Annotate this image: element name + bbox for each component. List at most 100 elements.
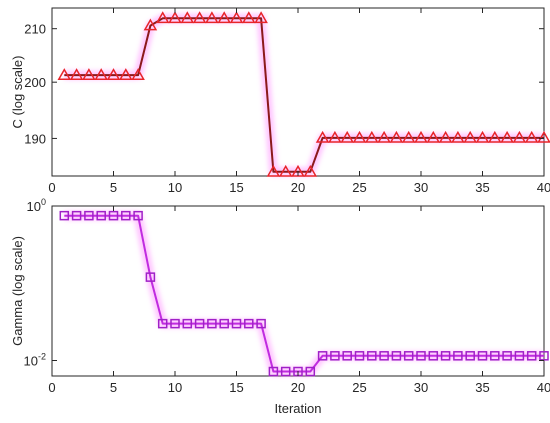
data-point (367, 351, 377, 361)
data-point (244, 318, 254, 329)
data-point (69, 68, 84, 80)
x-tick-label: 30 (414, 380, 428, 395)
data-point (537, 130, 550, 143)
gamma-series-line (64, 214, 544, 373)
x-tick-label: 10 (168, 180, 182, 195)
x-tick-label: 20 (291, 180, 305, 195)
data-point (377, 130, 391, 143)
data-point (71, 210, 82, 221)
x-tick-label: 35 (475, 380, 489, 395)
data-point (428, 351, 439, 361)
x-tick-label: 20 (291, 380, 305, 395)
x-tick-label: 15 (229, 380, 243, 395)
data-point (192, 11, 207, 24)
data-point (403, 351, 414, 361)
gamma-y-ticks: 100 10-2 (24, 197, 544, 368)
gamma-plot-frame (51, 205, 545, 377)
gamma-panel: 0 5 10 15 20 25 30 35 40 100 10-2 Gamma (log scal… (10, 197, 550, 416)
x-tick-label: 0 (48, 180, 55, 195)
data-point (143, 18, 158, 31)
data-point (131, 68, 145, 80)
data-point (194, 318, 205, 329)
y-tick-label: 210 (24, 22, 46, 37)
x-tick-label: 25 (352, 380, 366, 395)
data-point (106, 68, 121, 80)
data-point (254, 11, 268, 24)
data-point (57, 68, 72, 80)
data-point (451, 130, 465, 143)
data-point (82, 68, 96, 80)
data-point (391, 351, 402, 361)
data-point (512, 130, 527, 143)
data-point (256, 318, 266, 329)
data-point (170, 318, 180, 329)
x-tick-label: 10 (168, 380, 182, 395)
data-point (438, 130, 453, 143)
data-point (414, 130, 428, 143)
data-point (514, 351, 525, 361)
c-x-ticks: 0 5 10 15 20 25 30 35 40 (48, 8, 550, 195)
x-axis-label: Iteration (275, 401, 322, 416)
data-point (342, 351, 352, 361)
x-tick-label: 35 (475, 180, 489, 195)
data-point (217, 11, 231, 24)
data-point (401, 130, 416, 143)
data-point (352, 130, 367, 143)
gamma-series-markers (59, 210, 549, 377)
data-point (268, 366, 279, 377)
data-point (453, 351, 463, 361)
x-tick-label: 40 (537, 380, 550, 395)
data-point (477, 351, 488, 361)
data-point (389, 130, 404, 143)
data-point (145, 272, 156, 282)
x-tick-label: 5 (110, 380, 117, 395)
data-point (475, 130, 490, 143)
data-point (463, 130, 477, 143)
top-line-path (64, 17, 544, 173)
data-point (526, 351, 537, 361)
data-point (465, 351, 475, 361)
data-point (157, 318, 168, 329)
data-point (59, 210, 70, 221)
data-point (330, 351, 340, 361)
c-panel: 0 5 10 15 20 25 30 35 40 190 200 210 C (log scale) (10, 7, 550, 195)
data-point (182, 318, 193, 329)
x-tick-label: 5 (110, 180, 117, 195)
data-point (231, 318, 242, 329)
data-point (280, 366, 291, 377)
data-point (266, 164, 281, 177)
c-series-markers (57, 11, 550, 177)
c-y-ticks: 190 200 210 (24, 22, 544, 146)
data-point (207, 318, 217, 329)
data-point (305, 366, 316, 377)
data-point (229, 11, 244, 24)
data-point (168, 11, 182, 24)
data-point (354, 351, 365, 361)
data-point (108, 210, 119, 221)
data-point (219, 318, 229, 329)
data-point (94, 68, 108, 80)
data-point (84, 210, 94, 221)
data-point (317, 351, 328, 361)
data-point (539, 351, 549, 361)
data-point (315, 130, 330, 143)
gamma-x-ticks: 0 5 10 15 20 25 30 35 40 (48, 206, 550, 395)
gamma-y-axis-label: Gamma (log scale) (10, 236, 25, 346)
y-tick-label: 100 (27, 197, 46, 214)
data-point (328, 130, 342, 143)
data-point (303, 164, 318, 177)
data-point (119, 68, 133, 80)
data-point (426, 130, 441, 143)
data-point (416, 351, 426, 361)
data-point (502, 351, 512, 361)
c-y-axis-label: C (log scale) (10, 56, 25, 129)
x-tick-label: 0 (48, 380, 55, 395)
data-point (488, 130, 502, 143)
x-tick-label: 40 (537, 180, 550, 195)
bot-line-path (64, 214, 544, 373)
data-point (500, 130, 514, 143)
y-tick-label: 10-2 (24, 351, 46, 368)
data-point (205, 11, 219, 24)
data-point (133, 210, 143, 221)
